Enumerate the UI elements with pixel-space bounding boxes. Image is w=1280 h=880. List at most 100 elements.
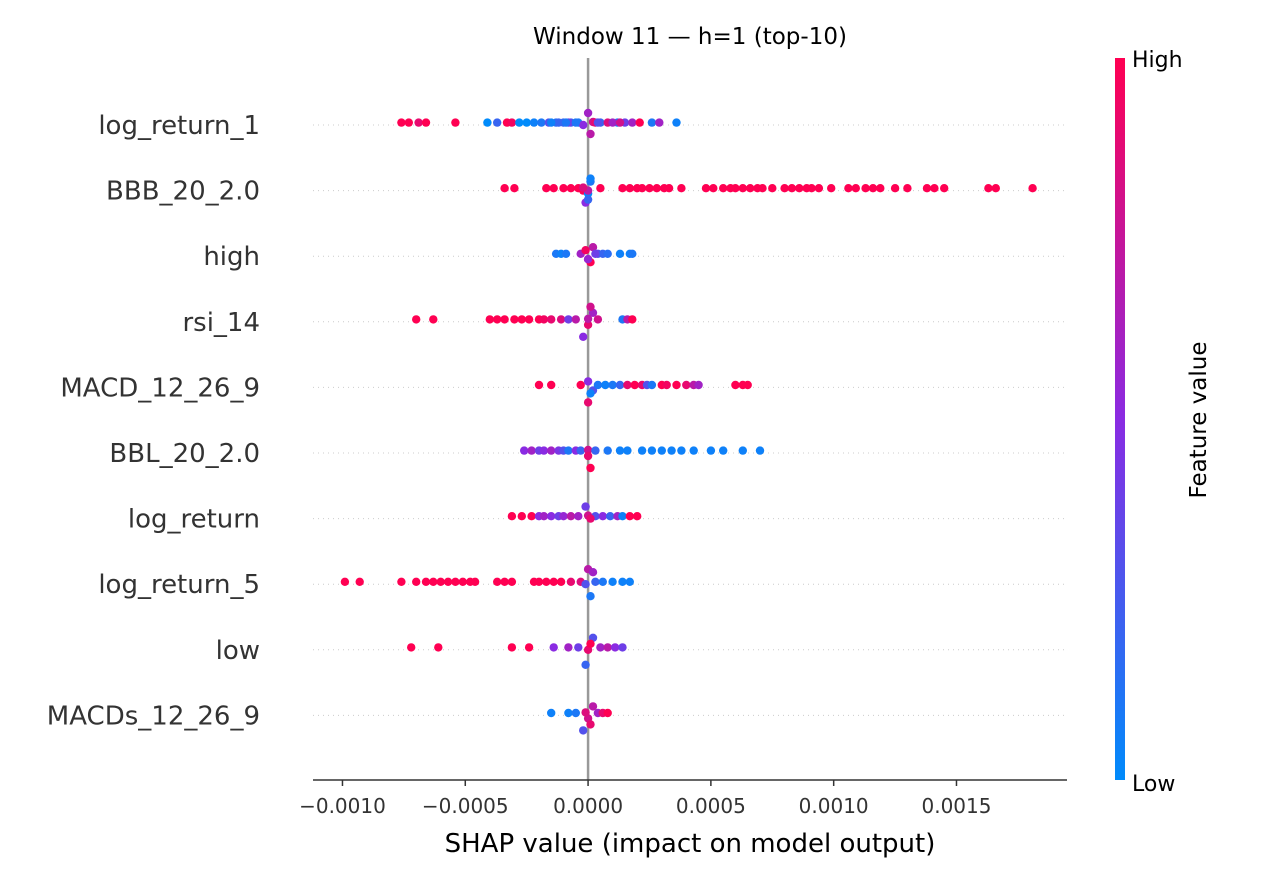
shap-point (542, 577, 551, 586)
shap-point (787, 184, 797, 193)
shap-point (539, 315, 549, 324)
shap-point (561, 249, 571, 258)
feature-label: BBL_20_2.0 (109, 439, 260, 469)
shap-point (731, 380, 740, 390)
feature-points-4 (534, 377, 752, 407)
shap-point (689, 446, 698, 455)
shap-point (414, 118, 423, 127)
shap-point (421, 577, 431, 586)
shap-point (593, 315, 603, 324)
shap-point (522, 118, 531, 127)
shap-point (630, 380, 639, 390)
x-tick-label: 0.0015 (921, 794, 991, 818)
shap-point (507, 118, 517, 127)
shap-point (635, 118, 644, 127)
feature-points-2 (551, 243, 637, 267)
shap-point (534, 380, 544, 390)
shap-point (586, 639, 595, 648)
shap-point (493, 315, 502, 324)
shap-point (743, 380, 752, 390)
shap-point (549, 643, 558, 652)
shap-point (547, 446, 556, 455)
shap-point (701, 184, 711, 193)
shap-point (588, 702, 598, 711)
shap-point (596, 184, 605, 193)
shap-point (500, 577, 509, 586)
shap-point (537, 118, 546, 127)
shap-point (507, 512, 517, 521)
shap-point (598, 512, 607, 521)
shap-point (542, 184, 551, 193)
shap-point (868, 184, 878, 193)
shap-point (574, 643, 583, 652)
shap-point (827, 184, 836, 193)
x-axis-ticks: −0.0010 −0.0005 0.0000 0.0005 0.0010 0.0015 (299, 780, 991, 818)
shap-point (583, 195, 593, 204)
shap-point (583, 445, 593, 455)
shap-point (429, 315, 438, 324)
shap-point (527, 512, 536, 521)
shap-point (355, 577, 364, 586)
shap-point (547, 380, 556, 390)
shap-point (586, 592, 595, 601)
shap-point (615, 249, 625, 258)
shap-point (554, 118, 563, 127)
chart-title: Window 11 — h=1 (top-10) (533, 24, 847, 50)
shap-point (588, 243, 598, 252)
shap-point (677, 184, 686, 193)
shap-point (662, 380, 671, 390)
shap-point (719, 184, 728, 193)
shap-point (657, 446, 666, 455)
shap-point (485, 315, 494, 324)
shap-point (586, 174, 595, 183)
shap-point (517, 512, 526, 521)
feature-points-0 (397, 108, 681, 139)
feature-label: log_return_1 (98, 111, 260, 141)
colorbar-high-label: High (1132, 48, 1183, 73)
shap-point (615, 380, 625, 390)
feature-label: BBB_20_2.0 (106, 177, 260, 207)
shap-point (731, 184, 740, 193)
shap-point (606, 512, 615, 521)
shap-point (647, 380, 657, 390)
shap-point (581, 502, 590, 511)
feature-label: MACD_12_26_9 (60, 373, 260, 403)
shap-point (561, 118, 571, 127)
shap-point (625, 184, 634, 193)
shap-point (807, 184, 816, 193)
shap-point (608, 577, 617, 586)
shap-point (655, 118, 664, 127)
shap-point (404, 118, 413, 127)
shap-point (583, 398, 593, 407)
shap-point (581, 246, 590, 255)
shap-point (507, 577, 517, 586)
shap-point (527, 446, 536, 455)
shap-point (652, 184, 661, 193)
shap-point (795, 184, 804, 193)
shap-point (547, 315, 556, 324)
shap-point (890, 184, 900, 193)
shap-point (677, 446, 686, 455)
feature-label: high (203, 242, 260, 272)
shap-point (1028, 184, 1037, 193)
shap-point (434, 643, 443, 652)
shap-point (903, 184, 912, 193)
shap-point (397, 577, 406, 586)
shap-point (566, 184, 576, 193)
x-tick-label: 0.0010 (799, 794, 869, 818)
shap-point (637, 446, 647, 455)
shap-point (458, 577, 467, 586)
shap-point (586, 389, 595, 398)
shap-point (623, 446, 632, 455)
shap-point (623, 380, 632, 390)
shap-point (579, 183, 588, 192)
colorbar-title: Feature value (1186, 341, 1212, 498)
shap-point (603, 446, 612, 455)
shap-point (591, 577, 600, 586)
shap-point (844, 184, 853, 193)
shap-point (755, 446, 765, 455)
shap-point (593, 118, 603, 127)
shap-point (534, 577, 544, 586)
